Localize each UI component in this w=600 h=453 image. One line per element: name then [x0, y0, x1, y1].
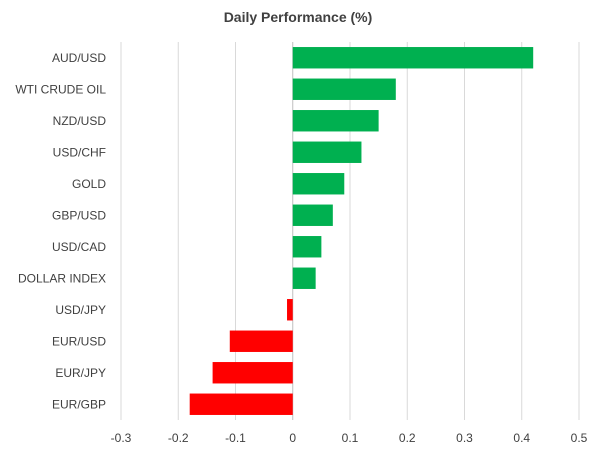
x-tick-label: -0.1: [225, 431, 246, 445]
x-tick-label: 0.2: [399, 431, 416, 445]
category-label: EUR/JPY: [55, 366, 106, 380]
bar: [292, 110, 379, 132]
x-tick-label: 0.5: [571, 431, 588, 445]
category-label: USD/CAD: [52, 240, 106, 254]
category-label: GBP/USD: [52, 208, 106, 222]
x-tick-label: 0.3: [456, 431, 473, 445]
category-label: EUR/GBP: [52, 397, 106, 411]
bar: [292, 204, 333, 226]
bar: [292, 267, 316, 289]
bar: [292, 236, 322, 258]
x-axis-tick-labels: -0.3 -0.2 -0.1 0 0.1 0.2 0.3 0.4 0.5: [111, 431, 588, 445]
category-label: WTI CRUDE OIL: [15, 82, 106, 96]
category-label: AUD/USD: [52, 51, 106, 65]
category-label: EUR/USD: [52, 334, 106, 348]
grid-lines: [120, 42, 580, 420]
bar: [292, 78, 396, 100]
bar: [212, 362, 293, 384]
category-label: GOLD: [72, 177, 106, 191]
bar: [189, 393, 293, 415]
chart-title: Daily Performance (%): [224, 9, 373, 25]
category-label: NZD/USD: [53, 114, 107, 128]
x-tick-label: 0.4: [513, 431, 530, 445]
category-label: DOLLAR INDEX: [18, 271, 106, 285]
bar: [292, 141, 362, 163]
x-tick-label: 0: [289, 431, 296, 445]
bar: [229, 330, 293, 352]
bar: [292, 47, 534, 69]
x-tick-label: 0.1: [342, 431, 359, 445]
category-label: USD/JPY: [55, 303, 106, 317]
bar: [287, 299, 293, 321]
category-label: USD/CHF: [53, 145, 106, 159]
category-labels: AUD/USD WTI CRUDE OIL NZD/USD USD/CHF GOLD GB…: [15, 51, 106, 412]
x-tick-label: -0.3: [111, 431, 132, 445]
bars: [189, 47, 534, 415]
bar: [292, 173, 345, 195]
x-tick-label: -0.2: [168, 431, 189, 445]
